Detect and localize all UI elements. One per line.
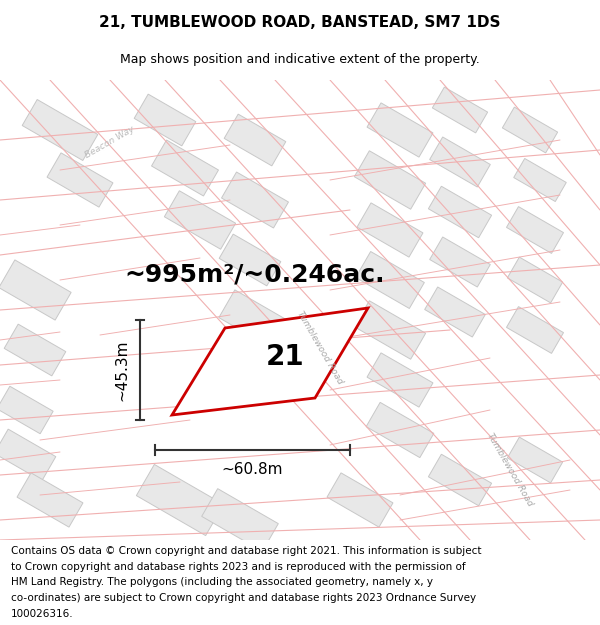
Polygon shape	[356, 251, 424, 309]
Polygon shape	[357, 203, 423, 257]
Polygon shape	[430, 237, 490, 287]
Polygon shape	[221, 172, 289, 228]
Text: co-ordinates) are subject to Crown copyright and database rights 2023 Ordnance S: co-ordinates) are subject to Crown copyr…	[11, 593, 476, 603]
Polygon shape	[224, 114, 286, 166]
Text: 21, TUMBLEWOOD ROAD, BANSTEAD, SM7 1DS: 21, TUMBLEWOOD ROAD, BANSTEAD, SM7 1DS	[99, 15, 501, 30]
Text: 21: 21	[266, 343, 304, 371]
Polygon shape	[508, 257, 563, 303]
Polygon shape	[425, 287, 485, 337]
Polygon shape	[367, 353, 433, 407]
Polygon shape	[172, 308, 368, 415]
Polygon shape	[355, 151, 425, 209]
Text: HM Land Registry. The polygons (including the associated geometry, namely x, y: HM Land Registry. The polygons (includin…	[11, 578, 433, 587]
Polygon shape	[0, 386, 53, 434]
Text: Beacon Way: Beacon Way	[84, 124, 136, 160]
Polygon shape	[152, 140, 218, 196]
Polygon shape	[355, 301, 425, 359]
Text: ~995m²/~0.246ac.: ~995m²/~0.246ac.	[125, 263, 385, 287]
Text: ~45.3m: ~45.3m	[115, 339, 130, 401]
Polygon shape	[433, 87, 488, 133]
Polygon shape	[4, 324, 66, 376]
Polygon shape	[0, 429, 56, 481]
Text: to Crown copyright and database rights 2023 and is reproduced with the permissio: to Crown copyright and database rights 2…	[11, 562, 466, 572]
Text: Contains OS data © Crown copyright and database right 2021. This information is : Contains OS data © Crown copyright and d…	[11, 546, 481, 556]
Polygon shape	[136, 464, 224, 536]
Polygon shape	[47, 153, 113, 207]
Polygon shape	[502, 107, 557, 153]
Polygon shape	[219, 290, 291, 350]
Polygon shape	[506, 307, 563, 353]
Polygon shape	[366, 402, 434, 458]
Polygon shape	[327, 473, 393, 527]
Polygon shape	[514, 159, 566, 201]
Text: Map shows position and indicative extent of the property.: Map shows position and indicative extent…	[120, 52, 480, 66]
Text: ~60.8m: ~60.8m	[222, 462, 283, 478]
Polygon shape	[202, 489, 278, 551]
Polygon shape	[134, 94, 196, 146]
Text: 100026316.: 100026316.	[11, 609, 73, 619]
Polygon shape	[164, 191, 236, 249]
Polygon shape	[508, 437, 563, 483]
Text: Tumblewood Road: Tumblewood Road	[295, 310, 344, 386]
Text: Tumblewood Road: Tumblewood Road	[485, 432, 535, 508]
Polygon shape	[17, 473, 83, 527]
Polygon shape	[428, 454, 491, 506]
Polygon shape	[430, 137, 490, 187]
Polygon shape	[506, 207, 563, 253]
Polygon shape	[0, 260, 71, 320]
Polygon shape	[367, 103, 433, 157]
Polygon shape	[428, 186, 491, 238]
Polygon shape	[219, 234, 281, 286]
Polygon shape	[22, 99, 98, 161]
